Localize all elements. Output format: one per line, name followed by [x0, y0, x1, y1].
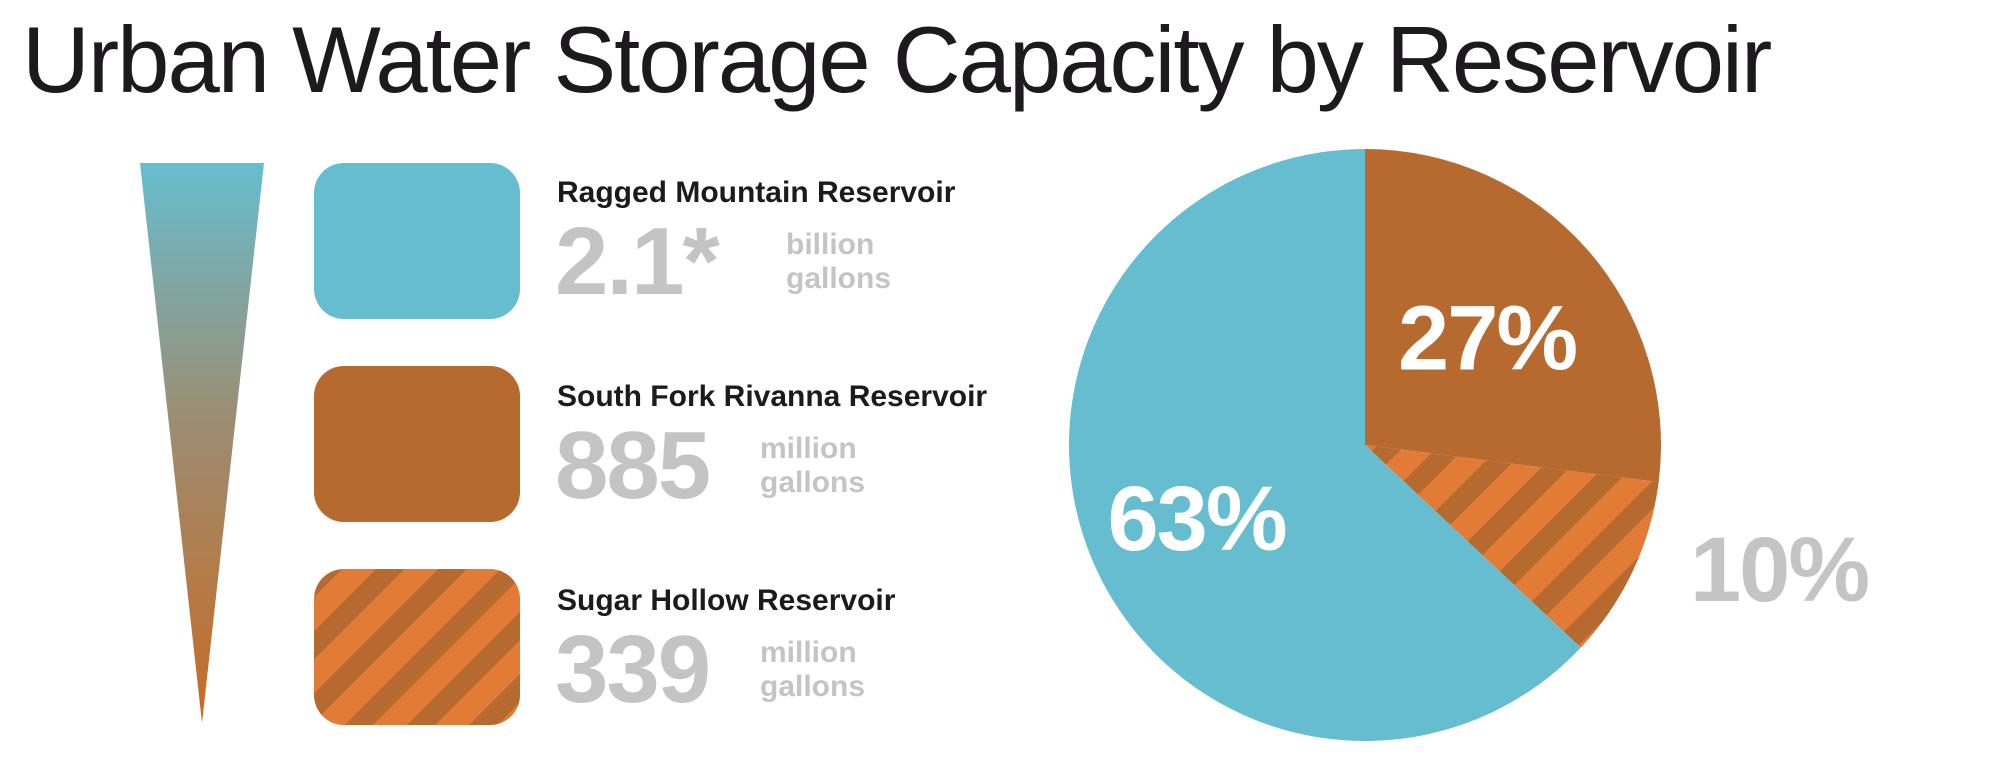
legend-unit1-sugar-hollow: million [760, 636, 857, 669]
gradient-wedge-graphic [140, 163, 264, 723]
legend-swatch-south-fork [314, 366, 520, 522]
pie-chart: 27% 63% [1069, 149, 1661, 741]
legend-swatch-sugar-hollow [314, 569, 520, 725]
pie-slice-south-fork [1365, 149, 1661, 483]
legend-unit1-ragged-mountain: billion [786, 228, 875, 261]
pie-label-sugar-hollow: 10% [1690, 519, 1870, 621]
legend-unit1-south-fork: million [760, 432, 857, 465]
legend-value-south-fork: 885 [555, 412, 711, 519]
legend-unit2-ragged-mountain: gallons [786, 262, 892, 295]
legend-swatch-ragged-mountain [314, 163, 520, 319]
legend-value-sugar-hollow: 339 [555, 616, 711, 723]
legend-value-ragged-mountain: 2.1* [555, 208, 720, 315]
pie-slice-ragged-mountain [1069, 149, 1581, 741]
pie-label-south-fork: 27% [1398, 287, 1576, 389]
legend-name-ragged-mountain: Ragged Mountain Reservoir [557, 176, 956, 209]
legend-name-south-fork: South Fork Rivanna Reservoir [557, 380, 988, 413]
pie-label-ragged-mountain: 63% [1108, 468, 1286, 570]
legend-unit2-sugar-hollow: gallons [760, 670, 866, 703]
pie-slice-sugar-hollow [1365, 445, 1659, 648]
legend-name-sugar-hollow: Sugar Hollow Reservoir [557, 584, 896, 617]
legend-unit2-south-fork: gallons [760, 466, 866, 499]
chart-title: Urban Water Storage Capacity by Reservoi… [22, 7, 1772, 112]
